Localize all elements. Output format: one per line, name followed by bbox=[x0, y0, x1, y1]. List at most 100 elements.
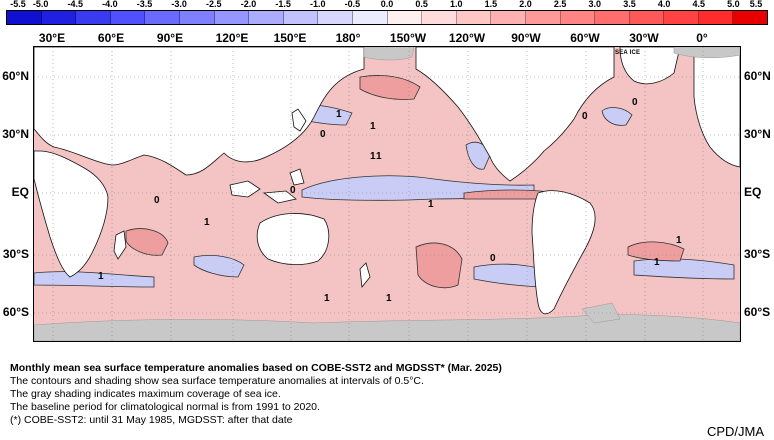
lon-label: 120°W bbox=[448, 31, 486, 45]
color-scale-cell bbox=[352, 11, 388, 24]
color-scale-cell bbox=[76, 11, 111, 24]
map-graphic: 0 1 1 0 1 0 0 1 1 1 1 0 1 1 1 1 0 bbox=[34, 47, 740, 341]
color-scale-cells bbox=[6, 10, 768, 25]
lat-label: EQ bbox=[11, 185, 29, 199]
warm-anomaly-areas bbox=[125, 75, 685, 289]
color-scale-tick-label: 1.0 bbox=[450, 0, 463, 9]
eurasia-land bbox=[34, 47, 365, 176]
lat-label: 60°N bbox=[2, 69, 29, 83]
color-scale-tick-label: -2.5 bbox=[206, 0, 222, 9]
lon-label: 60°E bbox=[97, 31, 125, 45]
ne-pacific-cool-patch bbox=[465, 141, 491, 170]
color-scale-cell bbox=[595, 11, 630, 24]
south-pacific-warm-patch bbox=[415, 242, 463, 289]
color-scale-tick-label: 5.5 bbox=[749, 0, 763, 9]
south-atlantic-warm-patch bbox=[627, 241, 685, 262]
caption-line: The baseline period for climatological n… bbox=[10, 401, 320, 413]
africa-land bbox=[34, 150, 109, 278]
lat-label: 30°N bbox=[2, 127, 29, 141]
new-zealand-land bbox=[359, 262, 371, 289]
color-scale-tick-label: 5.0 bbox=[727, 0, 740, 9]
contour-label: 1 bbox=[204, 217, 210, 228]
color-scale-cell bbox=[387, 11, 423, 24]
indian-ocean-cool-patch bbox=[193, 255, 245, 278]
color-scale-cell bbox=[318, 11, 353, 24]
sea-ice-label: SEA ICE bbox=[615, 50, 641, 56]
color-scale-cell bbox=[698, 11, 734, 24]
color-scale-cell bbox=[491, 11, 526, 24]
color-scale-cell bbox=[249, 11, 284, 24]
color-scale-tick-label: -1.0 bbox=[309, 0, 326, 9]
color-scale-cell bbox=[664, 11, 699, 24]
lon-label: 0° bbox=[696, 31, 708, 45]
caption: Monthly mean sea surface temperature ano… bbox=[10, 362, 650, 427]
lon-label: 150°W bbox=[389, 31, 427, 45]
contour-label: 1 bbox=[370, 121, 376, 132]
antarctic-peninsula-ice bbox=[581, 302, 621, 324]
caption-title: Monthly mean sea surface temperature ano… bbox=[10, 362, 502, 374]
contour-label: 1 bbox=[336, 109, 342, 120]
color-scale-cell bbox=[179, 11, 215, 24]
color-scale-tick-label: -5.0 bbox=[32, 0, 49, 9]
lon-label: 90°E bbox=[156, 31, 184, 45]
contour-label: 0 bbox=[490, 253, 496, 264]
south-atlantic-cool-band bbox=[633, 258, 735, 280]
sea-ice-areas bbox=[34, 47, 740, 341]
southern-ocean-cool-band bbox=[34, 271, 155, 288]
latitude-labels-left: 60°N 30°N EQ 30°S 60°S bbox=[0, 46, 32, 342]
color-scale-cell bbox=[560, 11, 596, 24]
caption-line: The gray shading indicates maximum cover… bbox=[10, 388, 281, 400]
color-scale-tick-label: 2.5 bbox=[553, 0, 567, 9]
color-scale-tick-label: 0.0 bbox=[380, 0, 394, 9]
arctic-ice-pacific bbox=[363, 47, 415, 61]
lat-label: 30°S bbox=[744, 247, 771, 261]
contour-label: 0 bbox=[320, 129, 326, 140]
color-scale-tick-label: 3.5 bbox=[623, 0, 636, 9]
contour-label: 1 bbox=[386, 293, 392, 304]
color-scale-tick-label: 4.5 bbox=[692, 0, 705, 9]
color-scale-tick-label: 3.0 bbox=[588, 0, 602, 9]
color-scale-cell bbox=[629, 11, 665, 24]
lon-label: 180° bbox=[335, 31, 361, 45]
japan-land bbox=[291, 108, 307, 132]
contour-label: 0 bbox=[582, 111, 588, 122]
contour-label: 1 bbox=[654, 257, 660, 268]
greenland-land bbox=[619, 47, 681, 85]
color-scale-cell bbox=[41, 11, 77, 24]
lon-label: 60°W bbox=[570, 31, 600, 45]
color-scale-cell bbox=[283, 11, 319, 24]
madagascar-land bbox=[113, 230, 127, 260]
color-scale-tick-label: 4.0 bbox=[657, 0, 671, 9]
color-scale-tick-label: -3.5 bbox=[136, 0, 153, 9]
color-scale-bar: -5.5 -5.0 -4.5 -4.0 -3.5 -3.0 -2.5 -2.0 -1.5 -1.0… bbox=[0, 0, 774, 28]
arctic-ice-atlantic bbox=[673, 47, 740, 59]
color-scale-tick-label: -5.5 bbox=[10, 0, 26, 9]
credit-label: CPD/JMA bbox=[706, 424, 764, 439]
land-masses bbox=[34, 47, 740, 315]
contour-label: 1 bbox=[428, 199, 434, 210]
contour-label: 0 bbox=[154, 195, 160, 206]
color-scale-tick-labels: -5.5 -5.0 -4.5 -4.0 -3.5 -3.0 -2.5 -2.0 -1.5 -1.0… bbox=[6, 0, 768, 10]
color-scale-cell bbox=[214, 11, 250, 24]
contour-label: 0 bbox=[290, 185, 296, 196]
caption-line: The contours and shading show sea surfac… bbox=[10, 375, 424, 387]
color-scale-cell bbox=[733, 11, 768, 24]
lat-label: 60°N bbox=[744, 69, 771, 83]
graticule bbox=[34, 47, 740, 341]
color-scale-tick-label: 1.5 bbox=[484, 0, 498, 9]
color-scale-cell bbox=[145, 11, 180, 24]
color-scale-tick-label: -4.0 bbox=[102, 0, 118, 9]
lon-label: 120°E bbox=[215, 31, 249, 45]
lon-label: 30°E bbox=[38, 31, 66, 45]
color-scale-cell bbox=[422, 11, 457, 24]
contour-label: 1 bbox=[676, 235, 682, 246]
lon-label: 30°W bbox=[629, 31, 659, 45]
europe-west-africa-land bbox=[693, 47, 740, 168]
contour-labels: 0 1 1 0 1 0 0 1 1 1 1 0 1 1 1 1 0 bbox=[98, 97, 682, 304]
color-scale-cell bbox=[525, 11, 561, 24]
caption-line: (*) COBE-SST2: until 31 May 1985, MGDSST… bbox=[10, 414, 293, 426]
south-america-land bbox=[531, 190, 596, 315]
lat-label: 30°S bbox=[2, 247, 29, 261]
contour-label: 1 bbox=[370, 151, 376, 162]
lon-label: 90°W bbox=[511, 31, 541, 45]
